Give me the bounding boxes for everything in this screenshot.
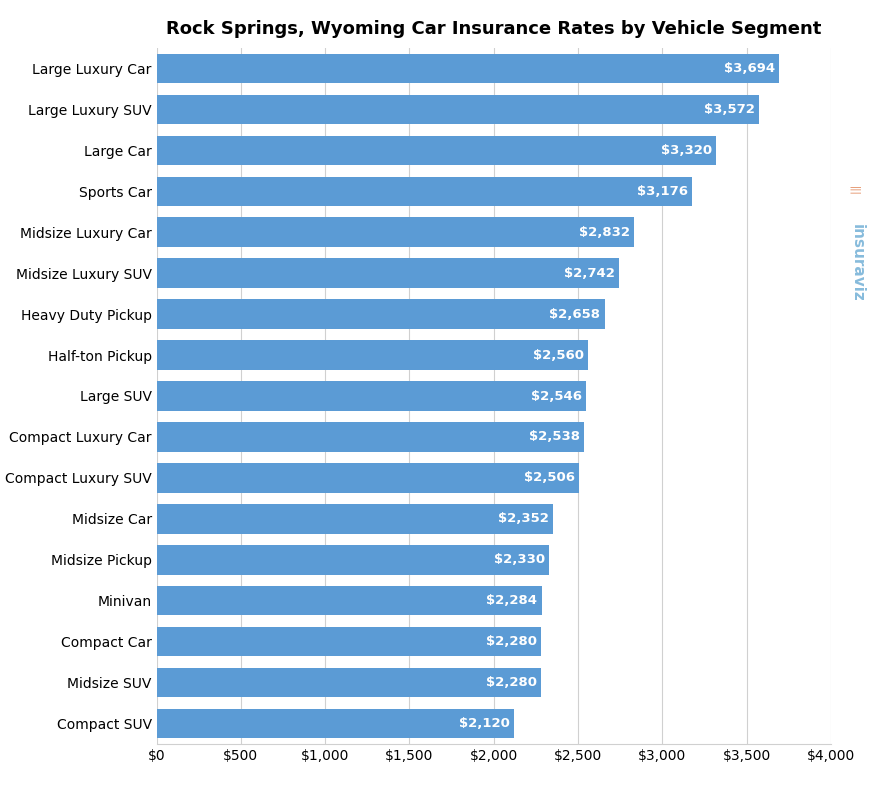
Text: $2,546: $2,546 — [530, 390, 580, 402]
Bar — [156, 709, 514, 738]
Bar — [156, 504, 553, 534]
Text: $3,694: $3,694 — [723, 62, 774, 75]
Text: |||: ||| — [848, 186, 859, 196]
Bar — [156, 627, 541, 656]
Text: $2,742: $2,742 — [563, 266, 614, 280]
Text: $2,280: $2,280 — [485, 635, 536, 648]
Text: $2,284: $2,284 — [486, 594, 537, 607]
Text: $3,176: $3,176 — [636, 185, 687, 198]
Bar — [156, 136, 715, 165]
Text: $2,832: $2,832 — [578, 226, 629, 238]
Bar — [156, 463, 579, 493]
Bar — [156, 340, 587, 370]
Bar — [156, 177, 691, 206]
Text: $3,572: $3,572 — [703, 103, 753, 116]
Bar — [156, 382, 585, 410]
Bar — [156, 422, 584, 452]
Text: $2,560: $2,560 — [533, 349, 583, 362]
Text: $2,330: $2,330 — [494, 554, 545, 566]
Bar — [156, 668, 541, 698]
Bar — [156, 218, 634, 247]
Text: $2,352: $2,352 — [497, 512, 548, 526]
Text: $2,280: $2,280 — [485, 676, 536, 689]
Text: $2,538: $2,538 — [528, 430, 580, 443]
Bar — [156, 299, 604, 329]
Text: $2,120: $2,120 — [458, 717, 509, 730]
Bar — [156, 545, 548, 574]
Bar — [156, 258, 618, 288]
Text: insuraviz: insuraviz — [848, 224, 864, 302]
Text: $2,658: $2,658 — [549, 308, 600, 321]
Bar — [156, 586, 541, 615]
Bar — [156, 94, 758, 124]
Text: $3,320: $3,320 — [660, 144, 711, 157]
Title: Rock Springs, Wyoming Car Insurance Rates by Vehicle Segment: Rock Springs, Wyoming Car Insurance Rate… — [166, 20, 820, 38]
Text: $2,506: $2,506 — [523, 471, 574, 484]
Bar — [156, 54, 779, 83]
